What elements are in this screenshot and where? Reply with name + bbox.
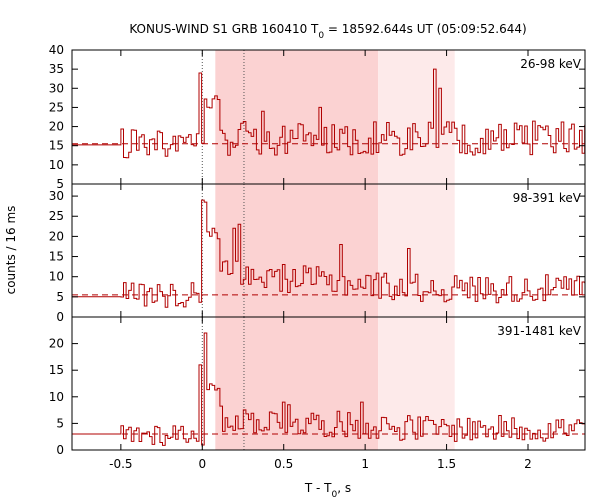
y-axis-label: counts / 16 ms: [4, 206, 18, 295]
y-tick-label: 30: [49, 189, 64, 203]
shaded-interval-2: [378, 184, 455, 317]
y-tick-label: 0: [56, 443, 64, 457]
x-tick-label: 1.5: [437, 457, 456, 471]
y-tick-label: 0: [56, 310, 64, 324]
x-tick-label: 1: [361, 457, 369, 471]
chart-title: KONUS-WIND S1 GRB 160410 T0 = 18592.644s…: [129, 22, 526, 41]
y-tick-label: 5: [56, 177, 64, 191]
y-tick-label: 15: [49, 139, 64, 153]
y-tick-label: 35: [49, 62, 64, 76]
energy-band-label: 98-391 keV: [513, 191, 582, 205]
x-tick-label: 2: [524, 457, 532, 471]
y-tick-label: 5: [56, 290, 64, 304]
y-tick-label: 20: [49, 229, 64, 243]
panel-2: 0 5 10 15 20 25 30 98-391 keV: [49, 183, 586, 324]
energy-band-label: 391-1481 keV: [497, 324, 581, 338]
shaded-interval-1: [215, 317, 379, 450]
y-tick-label: 30: [49, 81, 64, 95]
panel-frame: [71, 316, 586, 451]
y-tick-label: 25: [49, 100, 64, 114]
y-tick-label: 5: [56, 416, 64, 430]
light-curve-series: [72, 199, 586, 308]
y-tick-label: 10: [49, 158, 64, 172]
y-tick-label: 10: [49, 390, 64, 404]
y-tick-label: 10: [49, 270, 64, 284]
y-tick-label: 20: [49, 337, 64, 351]
x-tick-label: -0.5: [109, 457, 132, 471]
y-tick-label: 15: [49, 363, 64, 377]
y-tick-label: 25: [49, 209, 64, 223]
x-axis-label: T - T0, s: [304, 481, 351, 500]
y-tick-label: 40: [49, 43, 64, 57]
panel-1: 5 10 15 20 25 30 35 40 26-98 keV: [49, 43, 586, 191]
light-curve-series: [72, 68, 586, 159]
y-tick-label: 20: [49, 120, 64, 134]
shaded-interval-2: [378, 50, 455, 184]
x-tick-label: 0.5: [274, 457, 293, 471]
panel-3: 0 5 10 15 20 391-1481 keV: [49, 316, 586, 457]
shaded-interval-2: [378, 317, 455, 450]
light-curve-series: [72, 332, 585, 446]
y-tick-label: 15: [49, 250, 64, 264]
shaded-interval-1: [215, 50, 379, 184]
x-tick-label: 0: [198, 457, 206, 471]
energy-band-label: 26-98 keV: [520, 57, 582, 71]
panels: 5 10 15 20 25 30 35 40 26-98 keV 0 5 10 15 20 25 30 98-3…: [49, 43, 586, 457]
shaded-interval-1: [215, 184, 379, 317]
x-tick-labels: -0.5 0 0.5 1 1.5 2: [109, 457, 532, 471]
